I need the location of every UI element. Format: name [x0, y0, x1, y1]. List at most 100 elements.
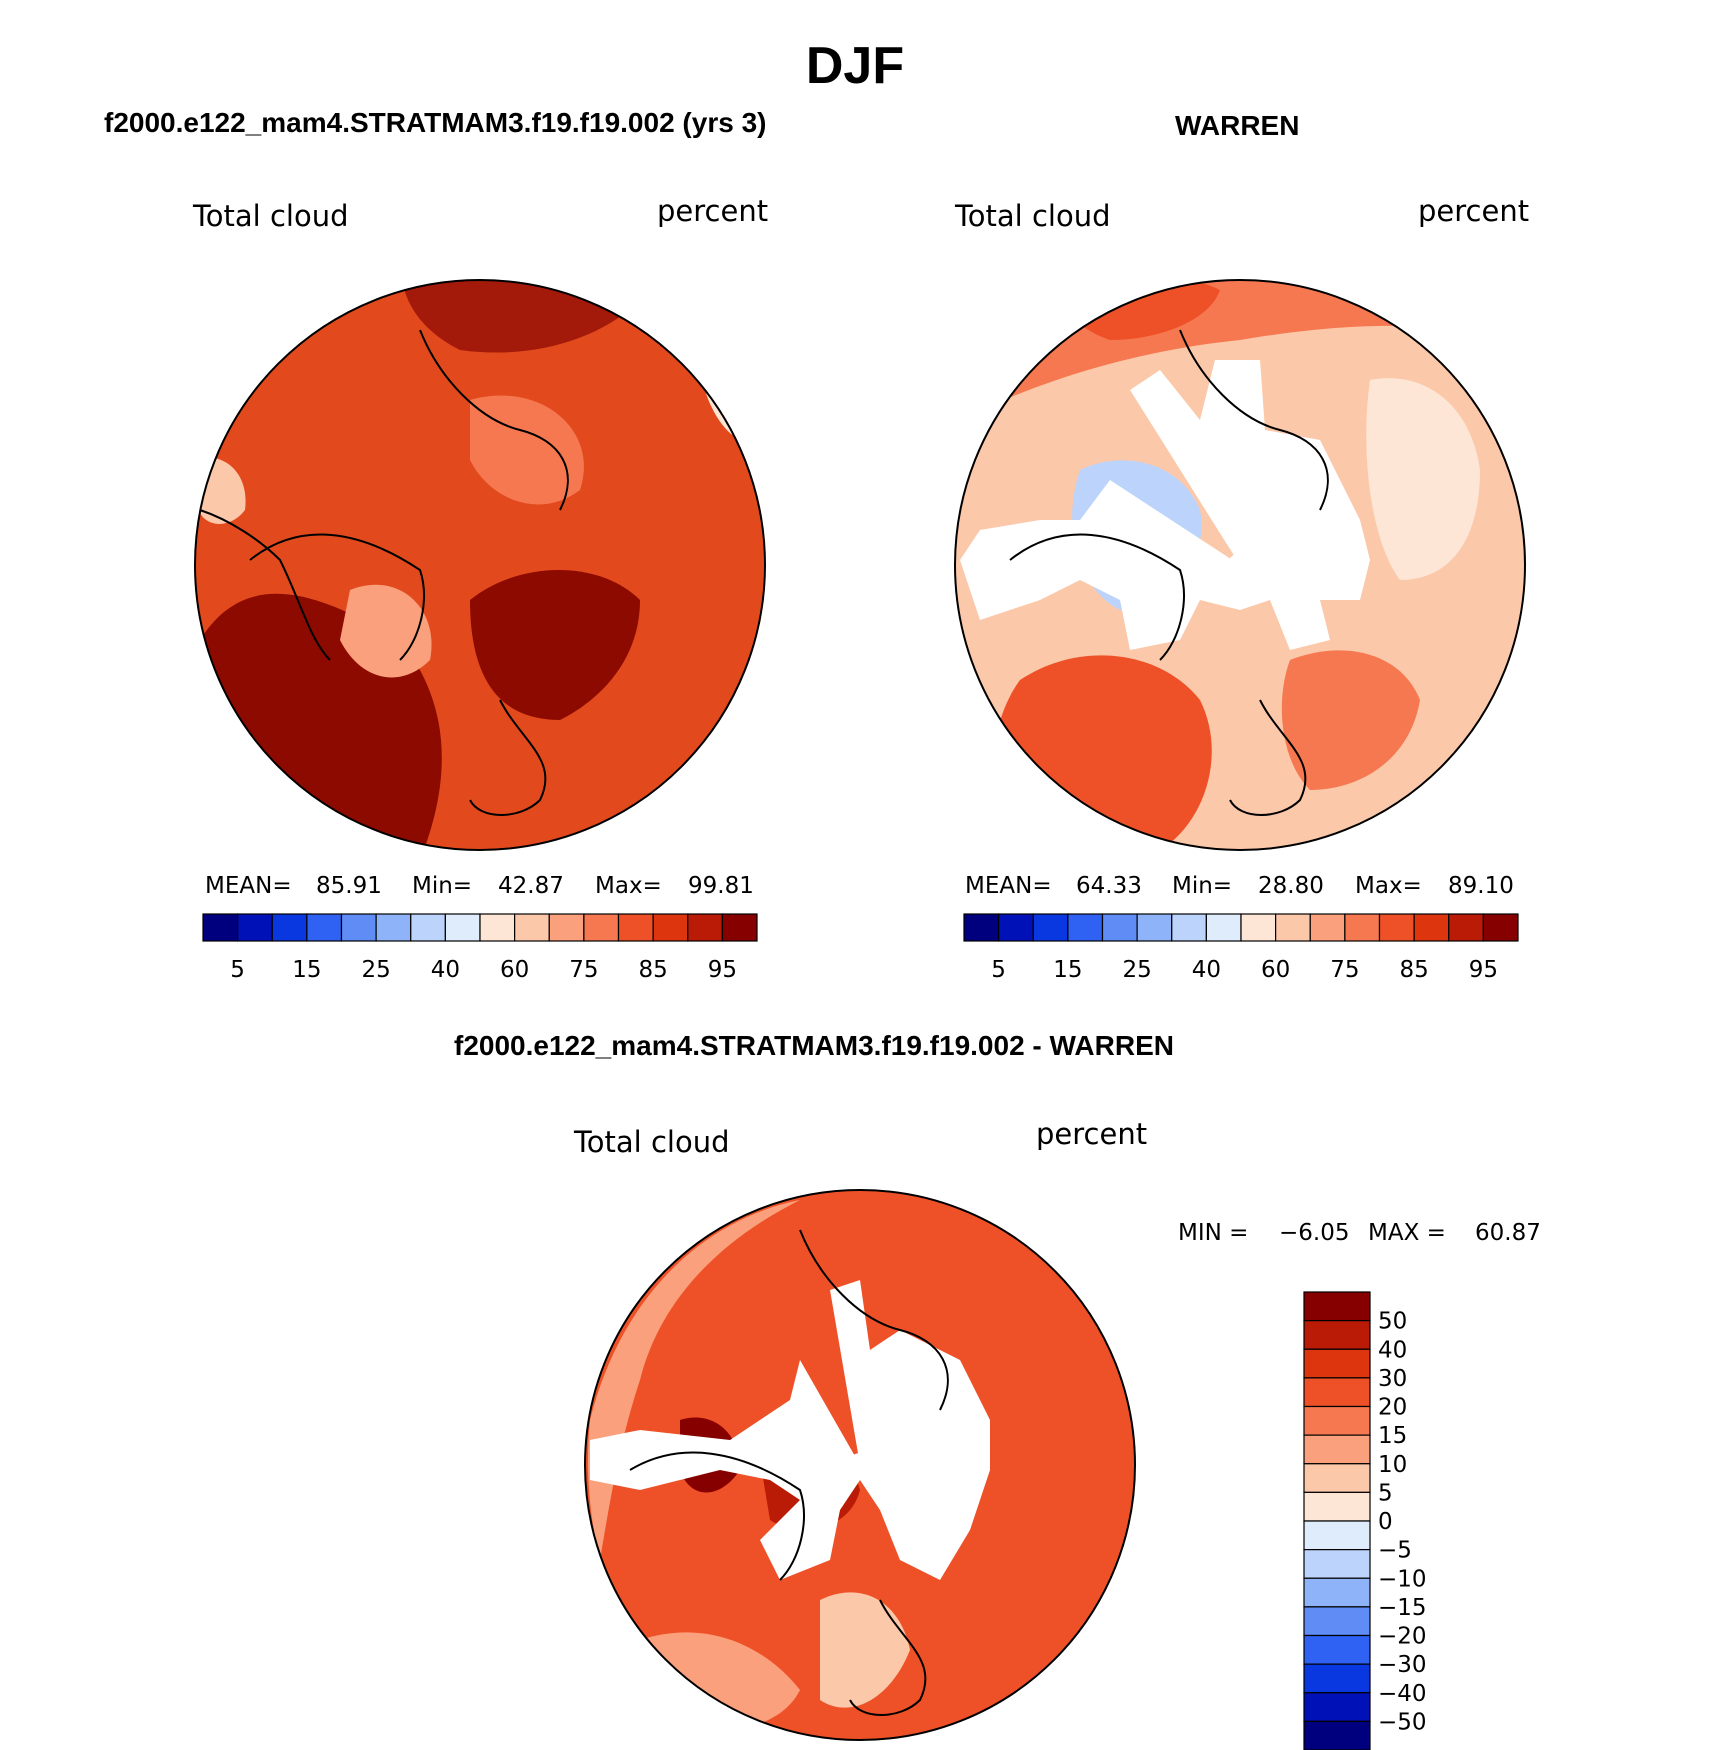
panel-1-variable-label: Total cloud [192, 199, 348, 233]
colorbar-tick-label: 5 [1378, 1480, 1393, 1506]
panel-1-map: Total cloud percent [192, 194, 768, 851]
colorbar-tick-label: 0 [1378, 1509, 1393, 1535]
colorbar-tick-label: 60 [1261, 957, 1290, 983]
panel-3-map-border [584, 1189, 1136, 1741]
colorbar-swatch [1303, 1320, 1371, 1350]
colorbar-swatch [375, 913, 412, 942]
figure-title: DJF [805, 37, 905, 95]
panel-3-colorbar [1303, 1291, 1371, 1750]
colorbar-tick-label: 5 [230, 957, 245, 983]
panel-1-max-value: 99.81 [688, 873, 754, 899]
panel-2-stats: MEAN= 64.33 Min= 28.80 Max= 89.10 [965, 873, 1514, 899]
panel-3-map: Total cloud percent [573, 1117, 1147, 1741]
colorbar-swatch [687, 913, 723, 942]
panel-2-map-border [954, 279, 1526, 851]
colorbar-tick-label: 85 [638, 957, 667, 983]
colorbar-tick-label: 20 [1378, 1395, 1407, 1421]
colorbar-swatch [340, 913, 377, 942]
panel-2-mean-value: 64.33 [1076, 873, 1142, 899]
panel-1-colorbar [202, 913, 758, 942]
panel-2-map: Total cloud percent [954, 194, 1529, 851]
colorbar-tick-label: 25 [361, 957, 390, 983]
panel-1-coastline [249, 533, 425, 661]
colorbar-tick-label: −20 [1378, 1624, 1427, 1650]
panel-3-stats: MIN = −6.05 MAX = 60.87 [1178, 1220, 1541, 1246]
panel-1-mean-label: MEAN= [205, 873, 292, 899]
panel-3-title: f2000.e122_mam4.STRATMAM3.f19.f19.002 - … [454, 1030, 1174, 1061]
panel-2-max-value: 89.10 [1448, 873, 1514, 899]
colorbar-swatch [1067, 913, 1104, 942]
colorbar-swatch [514, 913, 550, 942]
panel-2-mean-label: MEAN= [965, 873, 1052, 899]
panel-3-coastline [799, 1229, 949, 1411]
panel-3-coastline [849, 1599, 927, 1716]
panel-1-title: f2000.e122_mam4.STRATMAM3.f19.f19.002 (y… [104, 107, 767, 138]
colorbar-tick-label: −5 [1378, 1538, 1412, 1564]
panel-2-coastline [1179, 329, 1329, 511]
colorbar-swatch [410, 913, 446, 942]
panel-2-max-label: Max= [1355, 873, 1422, 899]
colorbar-swatch [652, 913, 689, 942]
colorbar-tick-label: 50 [1378, 1309, 1407, 1335]
panel-3-units-label: percent [1036, 1117, 1147, 1151]
panel-1-max-label: Max= [595, 873, 662, 899]
colorbar-tick-label: 25 [1122, 957, 1151, 983]
colorbar-swatch [1303, 1720, 1371, 1750]
colorbar-tick-label: 60 [500, 957, 529, 983]
colorbar-swatch [271, 913, 308, 942]
colorbar-swatch [1275, 913, 1311, 942]
colorbar-swatch [1240, 913, 1277, 942]
colorbar-tick-label: 10 [1378, 1452, 1407, 1478]
panel-2-colorbar [963, 913, 1519, 942]
colorbar-swatch [1171, 913, 1207, 942]
colorbar-swatch [998, 913, 1034, 942]
panel-2-missing-data [960, 360, 1370, 650]
colorbar-swatch [1303, 1463, 1371, 1493]
colorbar-swatch [479, 913, 516, 942]
colorbar-swatch [237, 913, 273, 942]
panel-2-units-label: percent [1418, 194, 1529, 228]
colorbar-tick-label: 15 [1378, 1423, 1407, 1449]
colorbar-swatch [1303, 1291, 1371, 1322]
panel-1-units-label: percent [657, 194, 768, 228]
panel-1-min-value: 42.87 [498, 873, 564, 899]
colorbar-tick-label: 75 [1330, 957, 1359, 983]
colorbar-swatch [1303, 1520, 1371, 1551]
colorbar-swatch [1303, 1549, 1371, 1579]
colorbar-swatch [1303, 1405, 1371, 1436]
panel-1-field-max-europe [470, 570, 640, 720]
panel-3-min-label: MIN = [1178, 1220, 1248, 1246]
colorbar-swatch [1032, 913, 1069, 942]
panel-3-min-value: −6.05 [1279, 1220, 1349, 1246]
panel-1-coastline [199, 509, 331, 661]
panel-1-stats: MEAN= 85.91 Min= 42.87 Max= 99.81 [205, 873, 754, 899]
colorbar-swatch [1101, 913, 1138, 942]
colorbar-swatch [1303, 1491, 1371, 1522]
colorbar-tick-label: −10 [1378, 1566, 1427, 1592]
panel-2-field-atlantic [989, 655, 1212, 850]
colorbar-swatch [1344, 913, 1381, 942]
panel-3-variable-label: Total cloud [573, 1125, 729, 1159]
panel-3-max-value: 60.87 [1475, 1220, 1541, 1246]
panel-2-variable-label: Total cloud [954, 199, 1110, 233]
colorbar-swatch [1303, 1577, 1371, 1608]
panel-2-min-value: 28.80 [1258, 873, 1324, 899]
panel-1-mean-value: 85.91 [316, 873, 382, 899]
colorbar-tick-label: 40 [1192, 957, 1221, 983]
colorbar-tick-label: 95 [708, 957, 737, 983]
panel-2-coastline [1229, 699, 1307, 816]
colorbar-tick-label: 15 [1053, 957, 1082, 983]
panel-1-coastline [419, 329, 569, 511]
colorbar-swatch [1309, 913, 1346, 942]
colorbar-tick-label: −15 [1378, 1595, 1427, 1621]
colorbar-swatch [444, 913, 481, 942]
colorbar-tick-label: −40 [1378, 1681, 1427, 1707]
colorbar-swatch [1482, 913, 1519, 942]
panel-2-colorbar-ticks: 5 15 25 40 60 75 85 95 [991, 957, 1498, 983]
colorbar-swatch [1303, 1348, 1371, 1379]
colorbar-swatch [306, 913, 343, 942]
colorbar-swatch [583, 913, 620, 942]
panel-1-map-border [194, 279, 766, 851]
